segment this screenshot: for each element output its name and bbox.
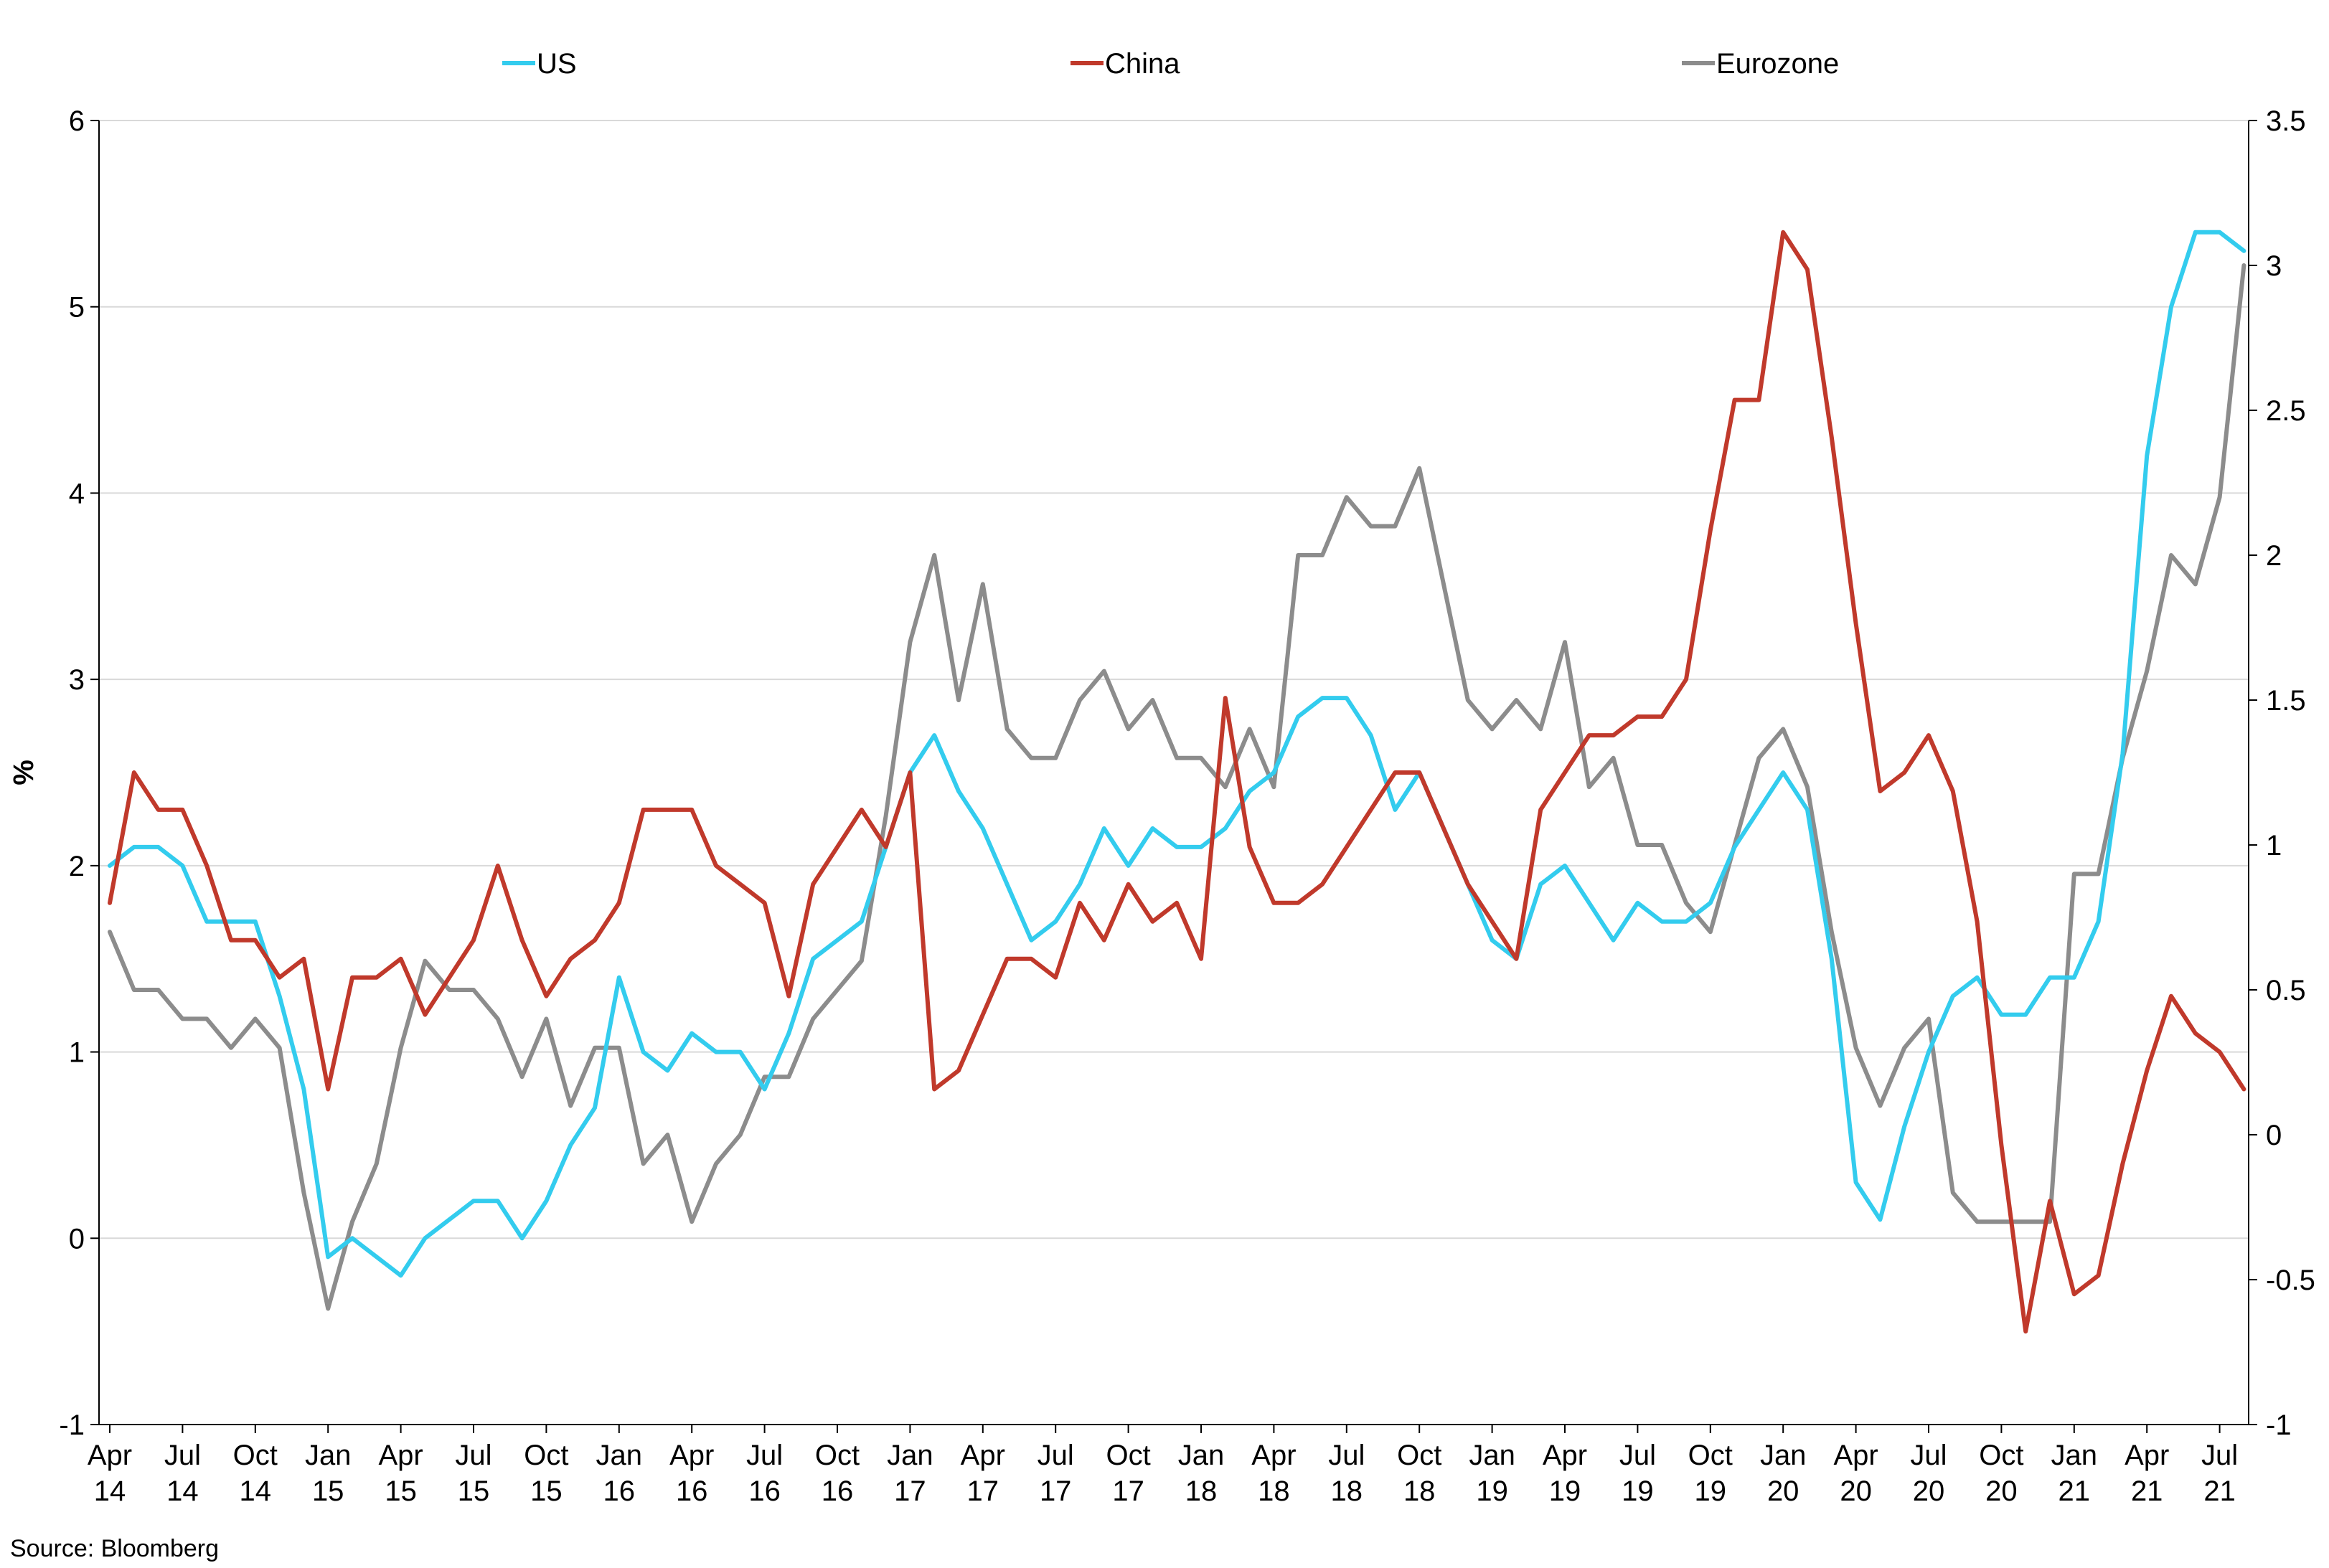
x-tick-month: Jul bbox=[1328, 1440, 1365, 1471]
x-tick-year: 18 bbox=[1258, 1475, 1290, 1507]
legend-item-eurozone: Eurozone bbox=[1682, 48, 1839, 80]
y-axis-title: % bbox=[8, 760, 39, 785]
x-tick-year: 17 bbox=[1040, 1475, 1072, 1507]
x-tick-year: 21 bbox=[2059, 1475, 2091, 1507]
x-tick-month: Apr bbox=[88, 1440, 132, 1471]
x-tick-month: Jan bbox=[887, 1440, 933, 1471]
y-tick-label: 2 bbox=[69, 851, 85, 882]
x-tick-month: Jul bbox=[164, 1440, 201, 1471]
x-tick-month: Jan bbox=[596, 1440, 643, 1471]
x-tick-month: Oct bbox=[1106, 1440, 1150, 1471]
y2-tick-label: 2 bbox=[2266, 540, 2282, 572]
x-tick-year: 19 bbox=[1476, 1475, 1508, 1507]
x-tick-year: 17 bbox=[894, 1475, 926, 1507]
series-line-china bbox=[108, 230, 2246, 1334]
legend-label: Eurozone bbox=[1716, 48, 1839, 80]
x-tick-month: Jul bbox=[1038, 1440, 1074, 1471]
x-tick-year: 16 bbox=[603, 1475, 636, 1507]
legend-label: US bbox=[537, 48, 577, 80]
x-tick-year: 14 bbox=[166, 1475, 199, 1507]
y2-tick-label: 3 bbox=[2266, 250, 2282, 282]
y-tick-label: -1 bbox=[59, 1409, 85, 1441]
source-note: Source: Bloomberg bbox=[10, 1535, 220, 1562]
x-tick-year: 18 bbox=[1185, 1475, 1218, 1507]
x-tick-month: Apr bbox=[669, 1440, 714, 1471]
x-tick-year: 15 bbox=[385, 1475, 417, 1507]
x-tick-month: Jan bbox=[305, 1440, 352, 1471]
x-tick-year: 17 bbox=[1112, 1475, 1144, 1507]
series-line-us bbox=[108, 230, 2246, 1278]
legend-item-china: China bbox=[1071, 48, 1180, 80]
x-tick-month: Apr bbox=[2125, 1440, 2169, 1471]
x-tick-year: 14 bbox=[94, 1475, 126, 1507]
x-tick-month: Jan bbox=[1178, 1440, 1225, 1471]
y2-tick-label: -0.5 bbox=[2266, 1265, 2315, 1296]
x-tick-year: 15 bbox=[530, 1475, 563, 1507]
x-tick-month: Apr bbox=[1833, 1440, 1878, 1471]
x-tick-year: 20 bbox=[1840, 1475, 1872, 1507]
y-tick-label: 1 bbox=[69, 1037, 85, 1069]
y2-tick-label: 1.5 bbox=[2266, 685, 2306, 717]
legend: US China Eurozone bbox=[502, 48, 1839, 80]
x-tick-month: Apr bbox=[1251, 1440, 1296, 1471]
x-tick-year: 17 bbox=[967, 1475, 999, 1507]
x-tick-month: Oct bbox=[1979, 1440, 2023, 1471]
x-tick-month: Jul bbox=[2201, 1440, 2238, 1471]
x-tick-month: Jan bbox=[2051, 1440, 2098, 1471]
x-tick-month: Oct bbox=[524, 1440, 568, 1471]
x-tick-month: Oct bbox=[233, 1440, 278, 1471]
y-tick-label: 6 bbox=[69, 105, 85, 137]
series-lines bbox=[108, 230, 2246, 1334]
y-tick-label: 5 bbox=[69, 292, 85, 323]
x-tick-year: 18 bbox=[1403, 1475, 1436, 1507]
gridlines bbox=[99, 120, 2249, 1239]
x-tick-month: Oct bbox=[1397, 1440, 1441, 1471]
series-line-eurozone bbox=[108, 263, 2246, 1311]
x-tick-month: Apr bbox=[1543, 1440, 1587, 1471]
y2-tick-label: -1 bbox=[2266, 1409, 2292, 1441]
legend-item-us: US bbox=[502, 48, 577, 80]
x-tick-year: 21 bbox=[2203, 1475, 2236, 1507]
legend-label: China bbox=[1105, 48, 1180, 80]
x-tick-year: 19 bbox=[1549, 1475, 1581, 1507]
x-tick-year: 18 bbox=[1331, 1475, 1363, 1507]
y-tick-label: 3 bbox=[69, 664, 85, 696]
x-tick-month: Oct bbox=[815, 1440, 860, 1471]
y2-tick-label: 1 bbox=[2266, 830, 2282, 861]
y2-tick-label: 2.5 bbox=[2266, 395, 2306, 427]
x-tick-month: Apr bbox=[378, 1440, 423, 1471]
x-tick-month: Jan bbox=[1760, 1440, 1807, 1471]
x-tick-year: 20 bbox=[1985, 1475, 2018, 1507]
x-tick-year: 15 bbox=[312, 1475, 344, 1507]
y-tick-label: 0 bbox=[69, 1223, 85, 1255]
x-tick-year: 20 bbox=[1767, 1475, 1799, 1507]
x-tick-month: Apr bbox=[961, 1440, 1005, 1471]
x-tick-year: 19 bbox=[1695, 1475, 1727, 1507]
y-tick-label: 4 bbox=[69, 478, 85, 509]
x-tick-month: Jul bbox=[455, 1440, 491, 1471]
x-tick-year: 16 bbox=[822, 1475, 854, 1507]
x-tick-year: 16 bbox=[748, 1475, 781, 1507]
x-tick-year: 21 bbox=[2131, 1475, 2163, 1507]
x-tick-year: 19 bbox=[1622, 1475, 1654, 1507]
x-tick-month: Jul bbox=[1619, 1440, 1656, 1471]
x-tick-year: 20 bbox=[1913, 1475, 1945, 1507]
y2-tick-label: 0 bbox=[2266, 1120, 2282, 1151]
axes: -1 0 1 2 3 4 5 6 -1 -0.5 0 0.5 1 1.5 2 2.5 3 3.5 Apr 14 Jul 1… bbox=[59, 105, 2315, 1507]
y2-tick-label: 0.5 bbox=[2266, 975, 2306, 1006]
x-tick-month: Jan bbox=[1469, 1440, 1515, 1471]
x-tick-year: 16 bbox=[676, 1475, 708, 1507]
y2-tick-label: 3.5 bbox=[2266, 105, 2306, 137]
x-tick-month: Jul bbox=[1910, 1440, 1947, 1471]
x-tick-year: 15 bbox=[458, 1475, 490, 1507]
x-tick-month: Jul bbox=[746, 1440, 783, 1471]
x-tick-year: 14 bbox=[240, 1475, 272, 1507]
x-tick-month: Oct bbox=[1688, 1440, 1733, 1471]
